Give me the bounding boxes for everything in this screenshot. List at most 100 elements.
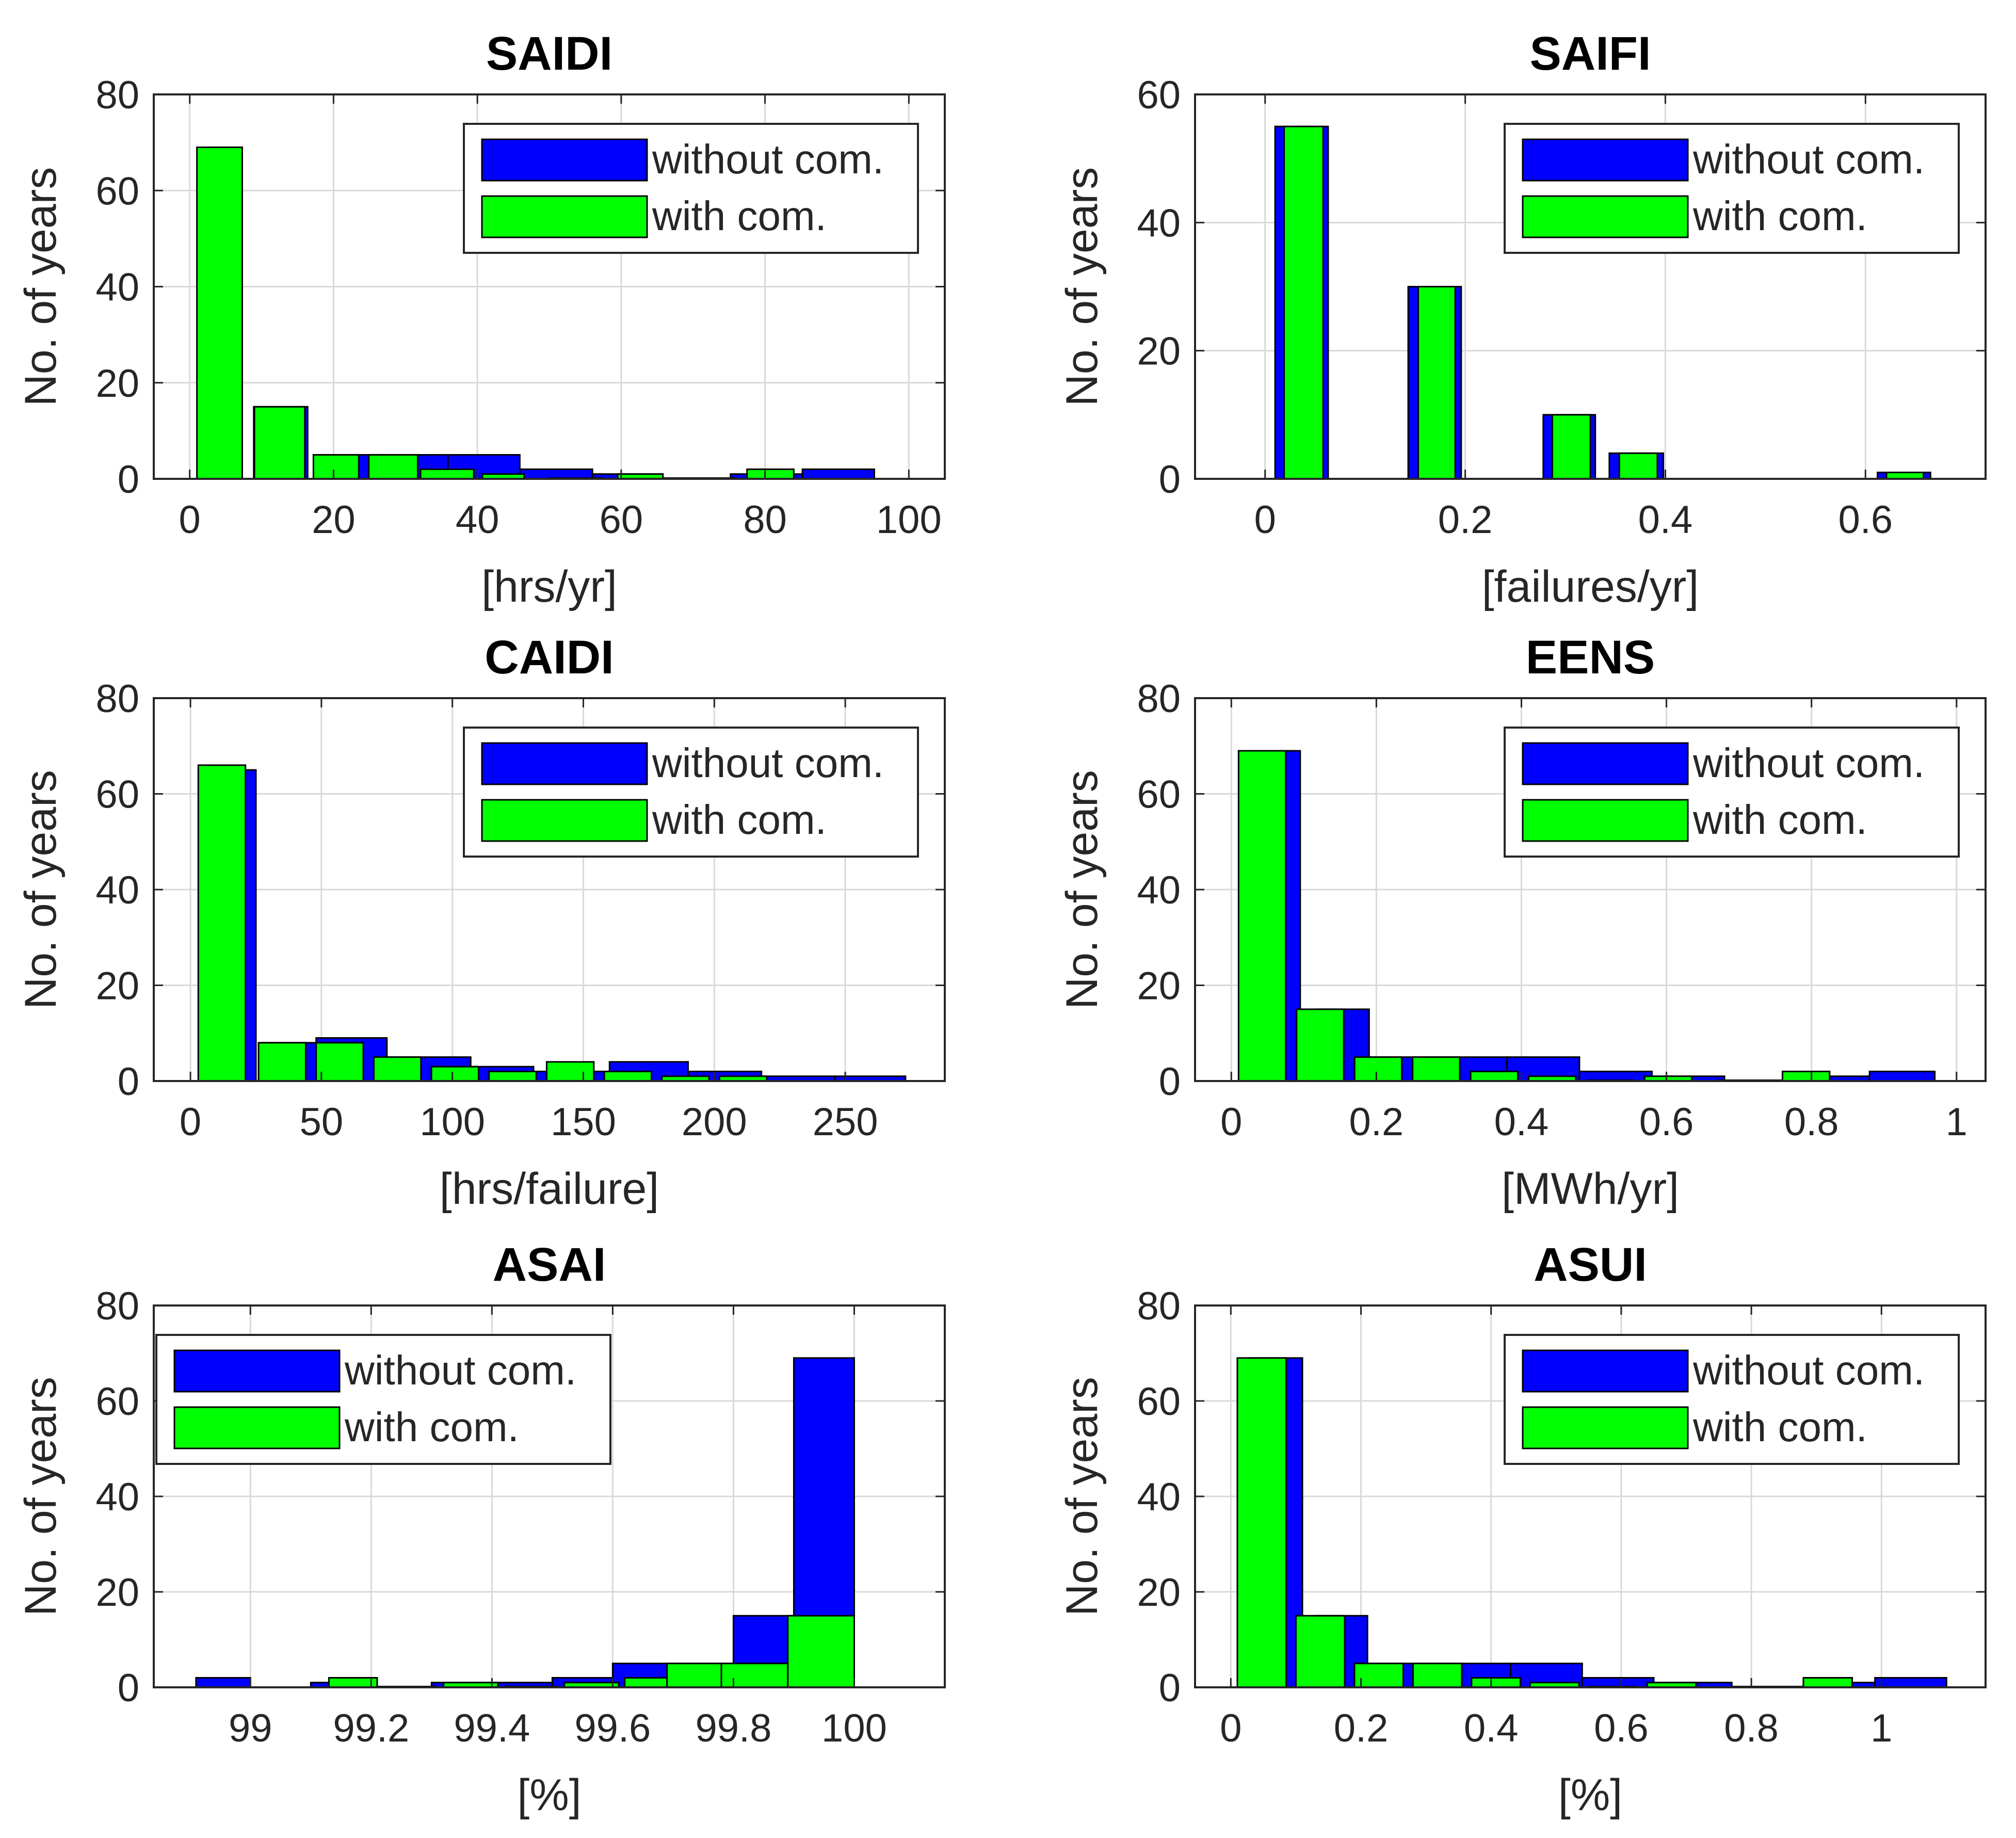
y-tick-label: 0 (1159, 1060, 1181, 1104)
x-tick-label: 99.2 (333, 1706, 409, 1750)
y-tick-label: 80 (95, 73, 139, 117)
legend-label-with: with com. (652, 193, 827, 239)
x-tick-label: 0 (180, 1100, 201, 1144)
bar (1868, 1070, 1936, 1082)
legend-swatch-with (1522, 1406, 1689, 1449)
bar (197, 764, 247, 1082)
y-tick-label: 80 (1137, 677, 1181, 721)
x-tick-label: 60 (600, 498, 643, 542)
y-tick-label: 60 (95, 169, 139, 213)
x-tick-label: 0 (1220, 1100, 1242, 1144)
legend-label-with: with com. (1692, 797, 1867, 843)
bar (1417, 286, 1456, 480)
y-tick-label: 60 (95, 1380, 139, 1424)
x-tick-label: 200 (682, 1100, 747, 1144)
legend: without com. with com. (1504, 727, 1960, 858)
y-tick-label: 80 (95, 1284, 139, 1328)
bar (430, 1066, 479, 1082)
series-with-com (197, 764, 768, 1082)
y-tick-label: 20 (1137, 330, 1181, 374)
bar (1236, 1357, 1287, 1688)
legend-swatch-without (173, 1349, 341, 1393)
legend-swatch-with (481, 195, 648, 238)
y-tick-label: 60 (1137, 73, 1181, 117)
y-axis-label: No. of years (16, 167, 66, 407)
y-tick-label: 60 (1137, 773, 1181, 817)
x-tick-label: 99.6 (574, 1706, 651, 1750)
legend-swatch-with (1522, 195, 1689, 238)
x-tick-label: 0.2 (1349, 1100, 1404, 1144)
legend-label-without: without com. (1692, 740, 1925, 786)
bar (253, 406, 306, 480)
y-tick-label: 0 (1159, 458, 1181, 502)
y-tick-label: 20 (95, 964, 139, 1008)
x-axis-label: [MWh/yr] (1502, 1164, 1679, 1214)
y-tick-label: 20 (1137, 964, 1181, 1008)
x-tick-label: 0.6 (1838, 498, 1893, 542)
legend-swatch-without (1522, 138, 1689, 182)
bar (1412, 1056, 1461, 1082)
legend-swatch-without (1522, 742, 1689, 785)
x-tick-label: 40 (456, 498, 499, 542)
bar (257, 1042, 307, 1082)
x-tick-label: 99 (229, 1706, 272, 1750)
y-axis-label: No. of years (1057, 1377, 1107, 1616)
x-axis-label: [%] (1558, 1770, 1622, 1820)
bar (746, 468, 795, 480)
bar (1551, 414, 1591, 480)
x-tick-label: 0.4 (1494, 1100, 1549, 1144)
bar (373, 1056, 422, 1082)
legend: without com. with com. (1504, 123, 1960, 254)
bar (787, 1615, 855, 1688)
y-tick-label: 40 (1137, 1475, 1181, 1519)
x-axis-label: [%] (517, 1770, 581, 1820)
x-tick-label: 0.6 (1594, 1706, 1649, 1750)
x-tick-label: 0.4 (1464, 1706, 1519, 1750)
x-tick-label: 0.2 (1334, 1706, 1389, 1750)
chart-title: ASAI (493, 1238, 606, 1291)
legend-label-without: without com. (1692, 1347, 1925, 1393)
x-tick-label: 99.4 (454, 1706, 530, 1750)
x-tick-label: 50 (300, 1100, 344, 1144)
bar (545, 1061, 595, 1082)
bar (666, 1663, 722, 1688)
chart-title: CAIDI (485, 631, 614, 684)
y-axis-label: No. of years (16, 770, 66, 1009)
chart-title: ASUI (1534, 1238, 1647, 1291)
chart-title: SAIDI (486, 27, 612, 80)
legend-label-with: with com. (1692, 193, 1867, 239)
bar (488, 1070, 537, 1082)
legend: without com. with com. (1504, 1334, 1960, 1465)
bar (312, 454, 360, 480)
x-tick-label: 1 (1870, 1706, 1892, 1750)
x-tick-label: 250 (813, 1100, 878, 1144)
x-tick-label: 0.4 (1638, 498, 1693, 542)
x-tick-label: 20 (312, 498, 356, 542)
axes-box (1194, 93, 1987, 480)
y-axis-label: No. of years (16, 1377, 66, 1616)
x-tick-label: 100 (420, 1100, 485, 1144)
legend: without com. with com. (155, 1334, 611, 1465)
x-tick-label: 80 (743, 498, 787, 542)
y-axis-label: No. of years (1057, 770, 1107, 1009)
x-tick-label: 150 (551, 1100, 616, 1144)
y-tick-label: 80 (95, 677, 139, 721)
bar (1412, 1663, 1463, 1688)
legend-label-without: without com. (652, 136, 884, 182)
chart-panel-asai: 99 99.2 99.4 99.6 99.8 100 0 20 40 60 80 ASAI [%] No.… (16, 1238, 946, 1820)
bar (420, 468, 475, 480)
bar (328, 1677, 378, 1688)
y-tick-label: 40 (95, 1475, 139, 1519)
legend-swatch-with (1522, 799, 1689, 842)
y-tick-label: 20 (1137, 1571, 1181, 1615)
bar (1471, 1677, 1521, 1688)
x-tick-label: 0.8 (1784, 1100, 1839, 1144)
x-tick-label: 100 (821, 1706, 887, 1750)
y-tick-label: 0 (1159, 1666, 1181, 1710)
y-tick-label: 0 (118, 1060, 139, 1104)
bar (1237, 750, 1287, 1082)
x-tick-label: 0.8 (1724, 1706, 1779, 1750)
y-tick-label: 20 (95, 1571, 139, 1615)
